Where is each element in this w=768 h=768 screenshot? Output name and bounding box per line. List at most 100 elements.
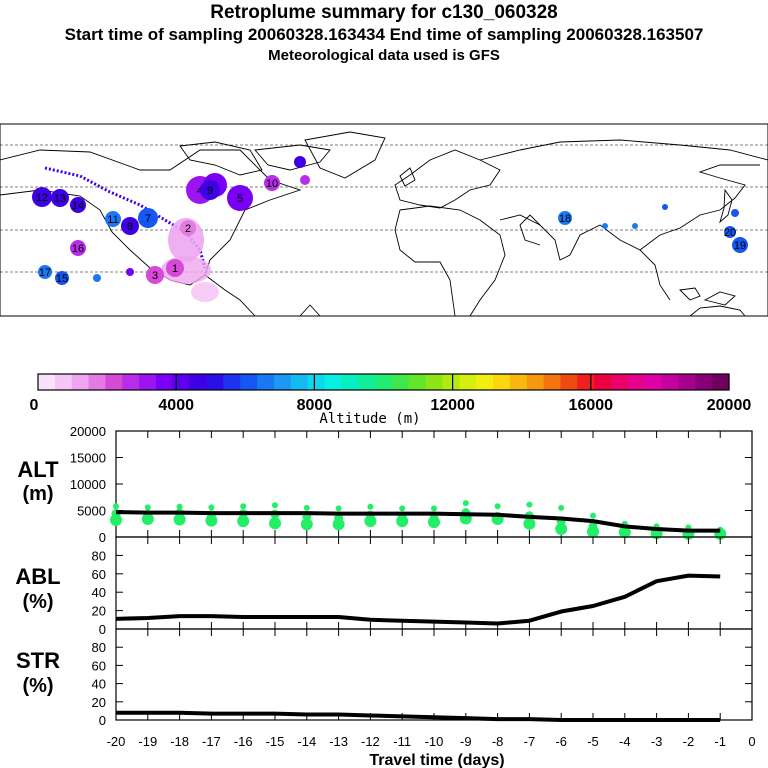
colorbar-cell <box>38 374 56 390</box>
abl-label: ABL <box>15 564 60 589</box>
trajectory-point <box>300 175 310 185</box>
panel-str: STR (%) 80 60 40 20 0 <box>16 628 753 728</box>
colorbar-tick-label: 20000 <box>707 397 752 414</box>
trajectory-marker-8: 8 <box>121 217 139 235</box>
x-tick-label: -7 <box>524 734 536 749</box>
alt-scatter-point <box>272 502 278 509</box>
marker-label: 20 <box>724 227 736 239</box>
colorbar-cell <box>155 374 174 390</box>
trajectory-point <box>602 223 608 229</box>
marker-label: 10 <box>266 178 278 190</box>
alt-unit: (m) <box>22 483 53 505</box>
colorbar-tick-label: 0 <box>30 397 39 414</box>
x-tick-label: -17 <box>202 734 221 749</box>
x-tick-label: -2 <box>683 734 695 749</box>
panel-abl: ABL (%) 80 60 40 20 0 <box>15 536 753 637</box>
marker-label: 9 <box>207 185 213 197</box>
sampling-times: Start time of sampling 20060328.163434 E… <box>64 25 704 44</box>
trajectory-marker-7: 7 <box>138 208 158 228</box>
colorbar-cell <box>459 374 477 390</box>
y-tick-label: 0 <box>99 530 106 545</box>
x-tick-label: -5 <box>587 734 599 749</box>
trajectory-marker-12: 12 <box>32 187 52 207</box>
trajectory-marker-19: 19 <box>732 237 748 253</box>
alt-scatter-point <box>367 503 374 510</box>
x-tick-label: -6 <box>555 734 567 749</box>
trajectory-marker-5: 5 <box>227 185 253 211</box>
colorbar-cell <box>476 374 494 390</box>
marker-label: 12 <box>36 192 48 204</box>
marker-label: 14 <box>72 200 84 212</box>
y-tick-label: 20 <box>92 695 106 710</box>
y-tick-label: 15000 <box>70 451 106 466</box>
colorbar-cell <box>105 374 123 390</box>
trajectory-marker-13: 13 <box>51 189 69 207</box>
colorbar-tick-label: 12000 <box>430 397 475 414</box>
alt-scatter-point <box>399 505 406 512</box>
str-series-line <box>116 710 721 722</box>
x-tick-label: -12 <box>361 734 380 749</box>
x-tick-label: -8 <box>492 734 504 749</box>
y-tick-label: 40 <box>92 585 106 600</box>
x-tick-label: -11 <box>393 734 411 749</box>
marker-label: 15 <box>56 273 68 285</box>
colorbar-cell <box>425 374 444 390</box>
colorbar-cell <box>189 374 208 390</box>
x-tick-label: -20 <box>107 734 126 749</box>
abl-series-line <box>115 573 721 626</box>
colorbar-frame <box>37 373 730 391</box>
x-tick-label: -15 <box>266 734 285 749</box>
x-tick-label: -10 <box>425 734 444 749</box>
colorbar-cell <box>240 374 258 390</box>
alt-scatter-point <box>523 517 536 530</box>
colorbar-cell <box>526 374 545 390</box>
alt-label: ALT <box>17 457 59 482</box>
colorbar-cell <box>122 374 140 390</box>
trajectory-marker-20: 20 <box>724 226 736 239</box>
colorbar-cell <box>560 374 578 390</box>
y-tick-label: 60 <box>92 658 106 673</box>
trajectory-point <box>294 156 306 168</box>
alt-scatter-point <box>300 518 313 531</box>
alt-series-line <box>115 510 721 533</box>
colorbar-label: Altitude (m) <box>319 411 420 427</box>
trajectory-marker-3: 3 <box>146 266 164 284</box>
marker-label: 17 <box>39 267 51 279</box>
colorbar-cell <box>611 374 629 390</box>
coastlines <box>0 131 768 317</box>
colorbar-cell <box>712 374 730 390</box>
alt-scatter-point <box>618 526 631 539</box>
alt-scatter-point <box>364 515 377 528</box>
alt-scatter-point <box>269 517 281 530</box>
y-tick-label: 10000 <box>70 477 106 492</box>
colorbar-cell <box>661 374 680 390</box>
y-tick-label: 40 <box>92 677 106 692</box>
alt-scatter-point <box>494 503 501 510</box>
alt-scatter-point <box>335 505 342 512</box>
alt-scatter-point <box>526 501 533 508</box>
alt-scatter-point <box>237 515 250 528</box>
alt-scatter-point <box>205 514 218 527</box>
trajectory-marker-15: 15 <box>55 271 69 285</box>
trajectory-marker-2: 2 <box>180 220 196 236</box>
trajectory-marker-10: 10 <box>264 175 280 191</box>
trajectory-marker-1: 1 <box>166 259 184 277</box>
colorbar-cell <box>307 374 326 390</box>
marker-label: 19 <box>734 240 746 252</box>
marker-label: 3 <box>152 270 158 282</box>
colorbar-cell <box>358 374 376 390</box>
alt-scatter-point <box>303 504 310 511</box>
trajectory-marker-14: 14 <box>70 197 86 213</box>
alt-scatter-point <box>332 518 345 531</box>
y-tick-label: 5000 <box>77 504 106 519</box>
colorbar-cell <box>324 374 342 390</box>
trajectory-marker-9: 9 <box>200 180 220 200</box>
colorbar-cell <box>71 374 90 390</box>
marker-label: 8 <box>127 221 133 233</box>
x-tick-label: -1 <box>714 734 726 749</box>
colorbar-cell <box>678 374 696 390</box>
colorbar-cell <box>139 374 157 390</box>
colorbar-cell <box>223 374 241 390</box>
